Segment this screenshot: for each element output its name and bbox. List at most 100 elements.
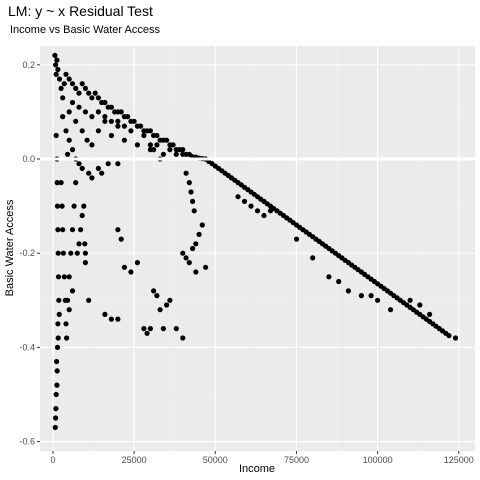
data-point xyxy=(345,288,351,294)
data-point xyxy=(180,151,186,157)
data-point xyxy=(82,260,88,266)
data-point xyxy=(54,203,61,209)
data-point xyxy=(180,250,186,256)
y-axis-ticks: -0.6 -0.4 -0.2 0.0 0.2 xyxy=(19,60,40,447)
data-point xyxy=(53,406,59,412)
data-point xyxy=(248,203,254,209)
data-point xyxy=(66,274,72,280)
data-point xyxy=(375,297,381,303)
data-point xyxy=(59,203,65,209)
data-point xyxy=(151,147,157,153)
data-point xyxy=(261,212,267,219)
data-point xyxy=(368,293,374,299)
data-point xyxy=(147,142,153,148)
data-point xyxy=(115,123,121,129)
data-point xyxy=(55,66,61,73)
data-point xyxy=(65,151,71,157)
data-point xyxy=(56,76,63,82)
data-point xyxy=(76,161,82,167)
data-point xyxy=(53,391,59,398)
data-point xyxy=(86,297,92,303)
data-point xyxy=(84,137,90,143)
data-point xyxy=(60,95,66,101)
data-point xyxy=(55,321,61,327)
data-point xyxy=(63,128,69,134)
data-point xyxy=(73,180,79,186)
data-point xyxy=(167,297,173,303)
data-point xyxy=(180,147,186,153)
data-point xyxy=(74,250,80,256)
x-tick-label: 25000 xyxy=(122,455,147,465)
data-point xyxy=(73,118,79,124)
data-point xyxy=(173,151,179,157)
data-point xyxy=(170,142,176,148)
data-point xyxy=(95,165,101,171)
data-point xyxy=(164,137,170,143)
x-tick-label: 125000 xyxy=(444,455,474,465)
data-point xyxy=(82,85,88,91)
data-point xyxy=(167,147,173,153)
data-point xyxy=(63,321,69,327)
data-point xyxy=(160,326,166,332)
data-point xyxy=(76,104,82,110)
data-point xyxy=(81,203,87,209)
data-point xyxy=(115,316,121,322)
data-point xyxy=(157,307,163,313)
data-point xyxy=(108,132,114,139)
data-point xyxy=(86,170,92,176)
data-point xyxy=(151,288,157,294)
x-axis-title: Income xyxy=(239,463,275,475)
data-point xyxy=(99,170,105,176)
data-point xyxy=(82,250,88,256)
data-point xyxy=(121,264,127,270)
data-point xyxy=(68,250,74,256)
y-tick-label: 0.0 xyxy=(22,154,35,164)
data-point xyxy=(73,85,79,91)
data-point xyxy=(118,109,124,115)
data-point xyxy=(69,147,76,153)
data-point xyxy=(190,245,196,252)
data-point xyxy=(160,151,166,157)
data-point xyxy=(54,180,60,186)
data-point xyxy=(115,227,121,233)
plot-panel xyxy=(40,46,475,451)
data-point xyxy=(92,90,98,96)
data-point xyxy=(78,227,84,233)
data-point xyxy=(115,161,121,167)
data-point xyxy=(118,236,124,242)
data-point xyxy=(69,288,76,294)
data-point xyxy=(69,81,76,87)
data-point xyxy=(183,255,189,261)
y-tick-label: 0.2 xyxy=(22,60,35,70)
data-point xyxy=(55,274,62,280)
data-point xyxy=(69,99,76,106)
x-tick-label: 50000 xyxy=(203,455,228,465)
data-point xyxy=(89,114,95,120)
data-point xyxy=(82,109,88,115)
data-point xyxy=(86,90,92,96)
data-point xyxy=(128,128,134,134)
y-tick-label: -0.2 xyxy=(19,248,35,258)
data-point xyxy=(79,128,85,134)
data-point xyxy=(61,274,67,280)
data-point xyxy=(254,208,261,214)
data-point xyxy=(66,307,72,313)
data-point xyxy=(55,335,61,341)
data-point xyxy=(76,90,82,96)
data-point xyxy=(54,368,60,374)
data-point xyxy=(141,132,147,139)
data-point xyxy=(121,137,127,143)
data-point xyxy=(121,123,127,129)
data-point xyxy=(417,302,423,308)
data-point xyxy=(54,57,60,63)
data-point xyxy=(89,175,95,181)
data-point xyxy=(89,142,95,148)
y-tick-label: -0.6 xyxy=(19,437,35,447)
data-point xyxy=(54,344,61,350)
data-point xyxy=(147,326,153,332)
data-point xyxy=(53,62,59,68)
data-point xyxy=(60,250,66,256)
data-point xyxy=(102,114,108,120)
data-point xyxy=(134,260,140,266)
data-point xyxy=(188,189,194,195)
